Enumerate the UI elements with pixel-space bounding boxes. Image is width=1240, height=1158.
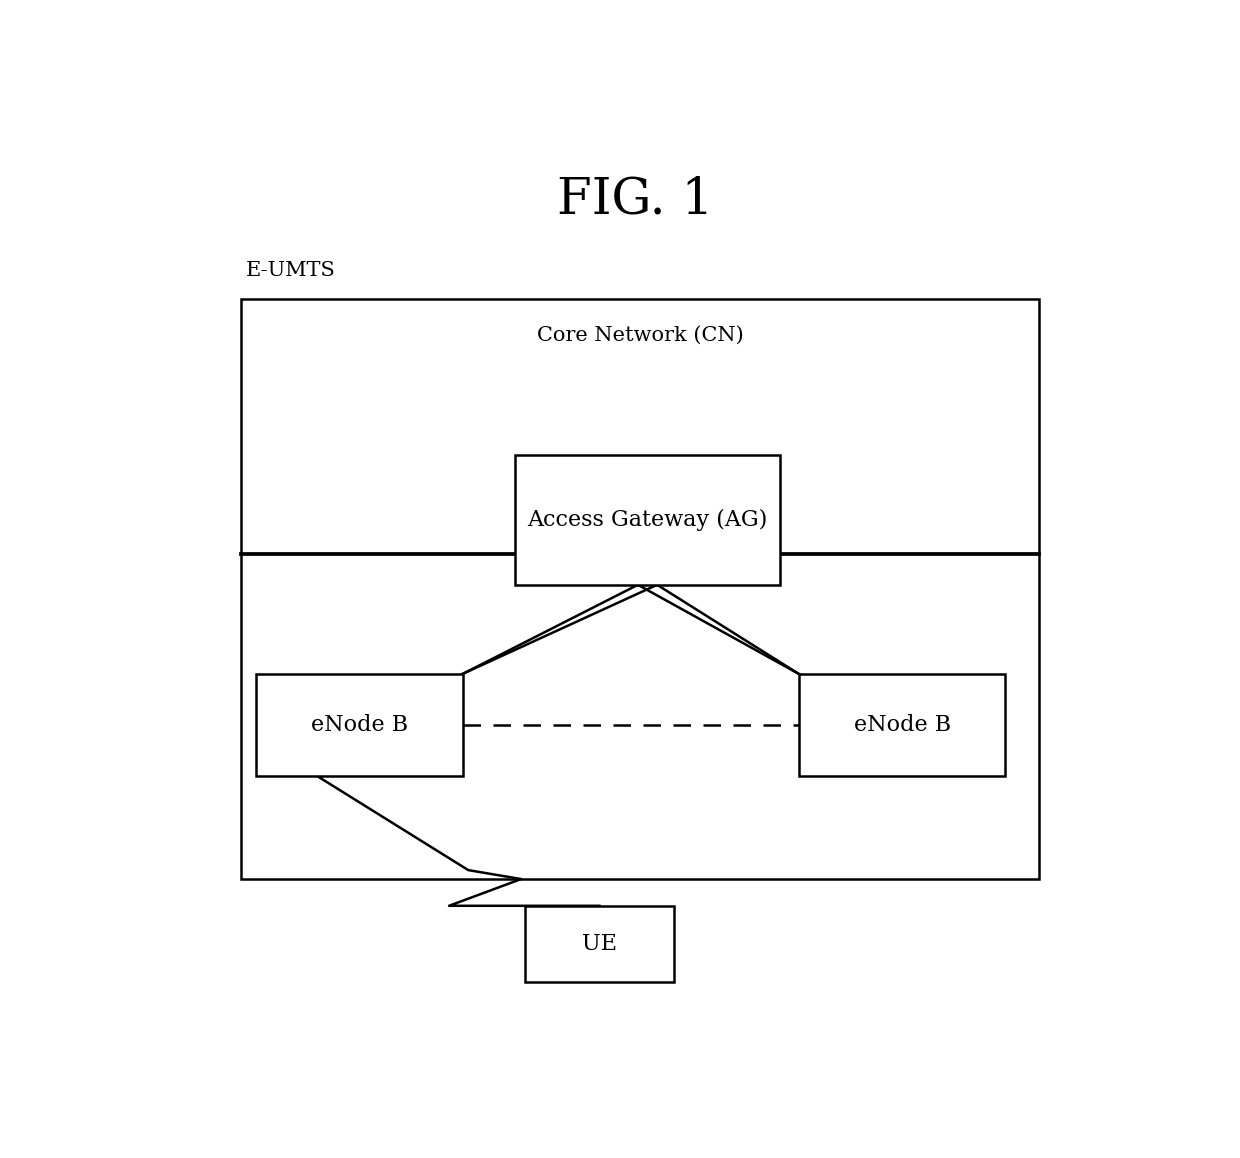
- Bar: [516, 455, 780, 585]
- Text: E-UMTS: E-UMTS: [247, 261, 336, 280]
- Bar: [525, 906, 675, 982]
- Text: UE: UE: [582, 932, 618, 954]
- Text: eNode B: eNode B: [311, 714, 408, 736]
- Bar: [255, 674, 463, 777]
- Text: Core Network (CN): Core Network (CN): [537, 327, 744, 345]
- Bar: [242, 300, 1039, 879]
- Bar: [799, 674, 1006, 777]
- Text: Access Gateway (AG): Access Gateway (AG): [527, 510, 768, 532]
- Text: FIG. 1: FIG. 1: [557, 175, 714, 225]
- Text: eNode B: eNode B: [853, 714, 951, 736]
